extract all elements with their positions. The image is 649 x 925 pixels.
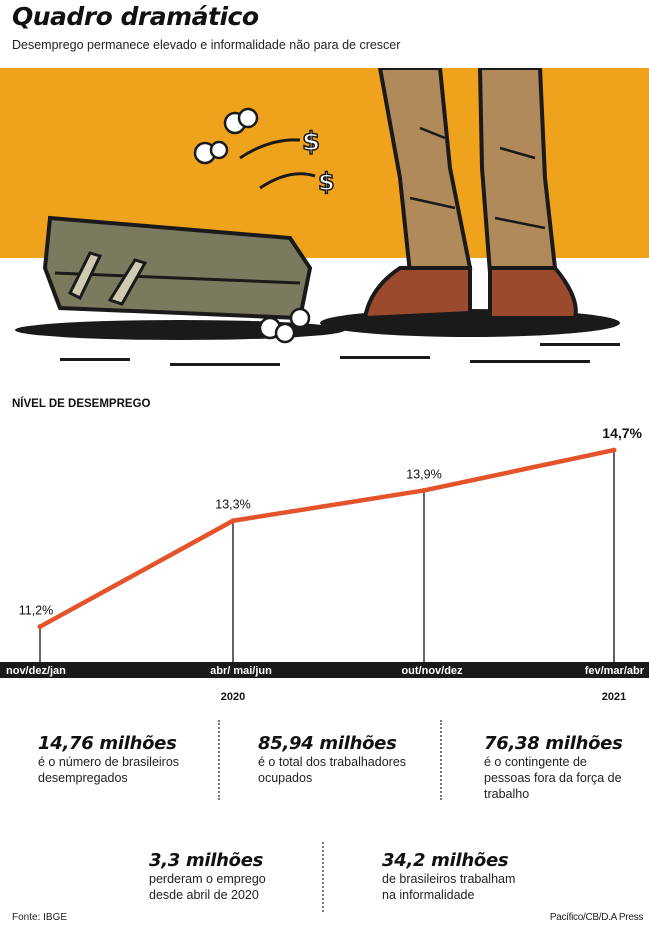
suitcase-icon	[42, 215, 313, 321]
stat-value: 85,94 milhões	[258, 733, 397, 754]
line-chart: 11,2% 13,3% 13,9% 14,7% nov/dez/jan abr/ mai/…	[0, 425, 649, 703]
divider	[440, 720, 442, 800]
stat-value: 34,2 milhões	[382, 850, 509, 871]
tick-label: fev/mar/abr	[585, 665, 645, 677]
data-label: 14,7%	[602, 425, 642, 441]
data-point	[421, 487, 427, 493]
svg-text:$: $	[318, 168, 335, 196]
data-point	[37, 624, 43, 630]
stat-description: é o número de brasileiros desempregados	[38, 755, 180, 785]
page-title: Quadro dramático	[12, 2, 259, 31]
tick-label: out/nov/dez	[401, 665, 463, 677]
stat-description: é o contingente de pessoas fora da força…	[484, 755, 622, 801]
chart-title: NÍVEL DE DESEMPREGO	[12, 398, 151, 410]
svg-text:$: $	[302, 127, 320, 157]
illustration: $ $	[0, 68, 649, 378]
series-line	[37, 447, 617, 629]
data-point	[230, 518, 236, 524]
stat-description: perderam o emprego desde abril de 2020	[149, 872, 266, 902]
dollar-sign-icon: $ $	[239, 126, 335, 197]
stat-informal: 34,2 milhões de brasileiros trabalham na…	[382, 850, 532, 903]
stat-description: é o total dos trabalhadores ocupados	[258, 755, 407, 785]
data-label: 13,9%	[406, 467, 441, 481]
stat-value: 14,76 milhões	[38, 733, 177, 754]
stat-employed: 85,94 milhões é o total dos trabalhadore…	[258, 733, 418, 786]
stat-unemployed: 14,76 milhões é o número de brasileiros …	[38, 733, 198, 786]
x-axis-band	[0, 662, 649, 678]
source-note: Fonte: IBGE	[12, 912, 68, 923]
tick-label: nov/dez/jan	[6, 665, 66, 677]
data-label: 11,2%	[19, 604, 54, 618]
page-subtitle: Desemprego permanece elevado e informali…	[12, 38, 401, 52]
divider	[322, 842, 324, 912]
shoe-icon	[362, 266, 578, 321]
credit-note: Pacífico/CB/D.A Press	[549, 912, 643, 923]
smoke-puff-icon	[193, 107, 311, 344]
year-label: 2021	[602, 691, 626, 703]
data-point	[611, 447, 617, 453]
divider	[218, 720, 220, 800]
year-label: 2020	[221, 691, 245, 703]
stat-outside-workforce: 76,38 milhões é o contingente de pessoas…	[484, 733, 634, 802]
stat-value: 76,38 milhões	[484, 733, 623, 754]
tick-label: abr/ mai/jun	[210, 665, 272, 677]
stat-lost-jobs: 3,3 milhões perderam o emprego desde abr…	[149, 850, 279, 903]
stat-description: de brasileiros trabalham na informalidad…	[382, 872, 516, 902]
data-label: 13,3%	[215, 498, 250, 512]
stat-value: 3,3 milhões	[149, 850, 264, 871]
